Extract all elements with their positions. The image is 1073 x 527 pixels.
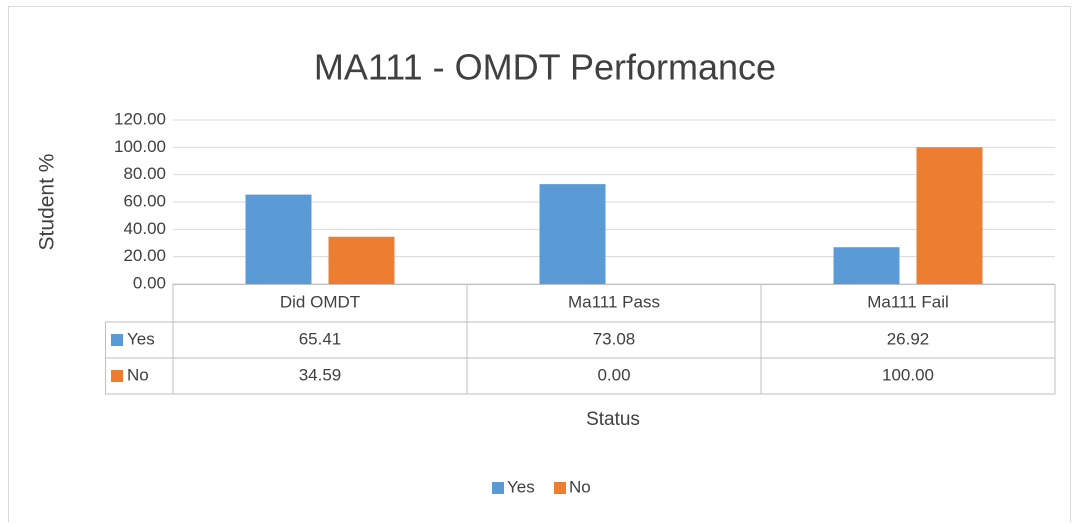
legend-key: [111, 334, 123, 346]
y-tick-label: 0.00: [133, 273, 166, 292]
y-tick-label: 80.00: [123, 164, 166, 183]
table-row-label: No: [127, 365, 149, 384]
y-tick-label: 60.00: [123, 191, 166, 210]
table-row-label: Yes: [127, 329, 155, 348]
legend-label: No: [569, 477, 591, 496]
table-cell: 26.92: [887, 329, 930, 348]
x-tick-label: Did OMDT: [280, 292, 360, 311]
legend-label: Yes: [507, 477, 535, 496]
bar: [245, 194, 312, 284]
x-tick-label: Ma111 Fail: [867, 292, 949, 311]
x-tick-label: Ma111 Pass: [568, 292, 660, 311]
x-axis-title: Status: [586, 409, 640, 430]
y-tick-label: 120.00: [114, 109, 166, 128]
bar: [328, 236, 395, 284]
bar: [833, 247, 900, 284]
table-cell: 65.41: [299, 329, 342, 348]
y-tick-label: 20.00: [123, 246, 166, 265]
bar: [916, 147, 983, 284]
y-tick-label: 40.00: [123, 219, 166, 238]
table-cell: 0.00: [597, 365, 630, 384]
y-tick-label: 100.00: [114, 137, 166, 156]
table-cell: 34.59: [299, 365, 342, 384]
legend-key: [554, 482, 566, 494]
table-cell: 73.08: [593, 329, 636, 348]
legend-key: [492, 482, 504, 494]
legend-key: [111, 370, 123, 382]
table-cell: 100.00: [882, 365, 934, 384]
y-axis-title: Student %: [36, 154, 59, 251]
bar: [539, 184, 606, 284]
chart-title: MA111 - OMDT Performance: [314, 47, 776, 88]
